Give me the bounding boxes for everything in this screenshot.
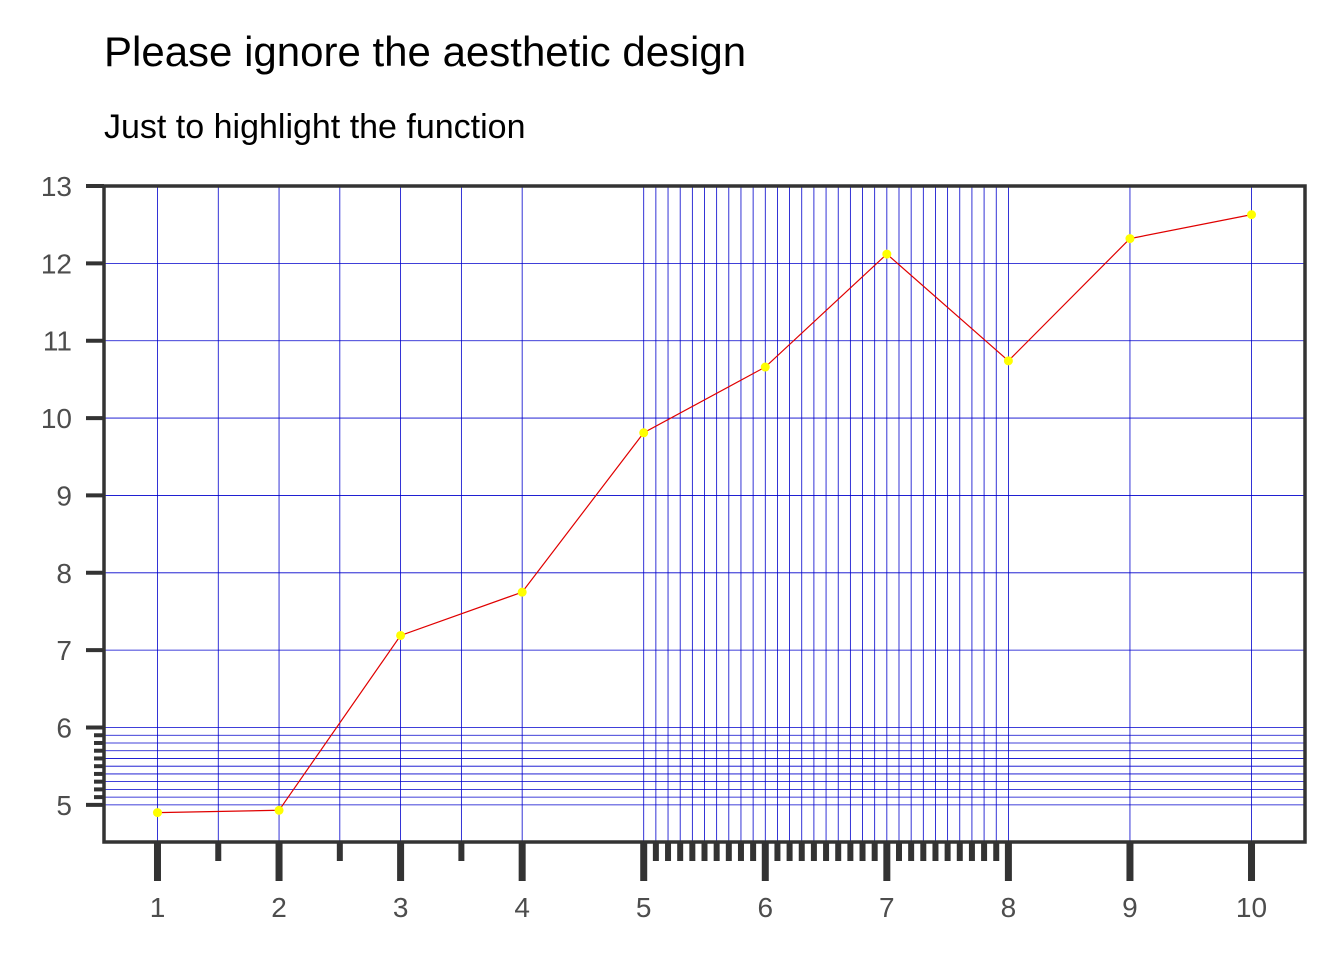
- x-tick-label: 6: [757, 892, 773, 923]
- y-tick-label: 10: [41, 403, 72, 434]
- y-tick-label: 9: [56, 480, 72, 511]
- y-tick-label: 12: [41, 248, 72, 279]
- x-tick-label: 2: [271, 892, 287, 923]
- data-point: [639, 428, 649, 438]
- data-point: [760, 362, 770, 372]
- y-tick-label: 13: [41, 171, 72, 202]
- y-tick-label: 5: [56, 790, 72, 821]
- x-tick-label: 4: [514, 892, 530, 923]
- data-point: [882, 249, 892, 259]
- series-line: [157, 214, 1252, 814]
- data-point: [517, 587, 527, 597]
- data-point: [152, 808, 162, 818]
- x-tick-label: 8: [1001, 892, 1017, 923]
- data-point: [1125, 234, 1135, 244]
- y-tick-label: 8: [56, 558, 72, 589]
- grid-layer: [104, 185, 1305, 842]
- y-tick-label: 7: [56, 635, 72, 666]
- chart-title: Please ignore the aesthetic design: [104, 28, 747, 75]
- y-tick-label: 11: [43, 326, 72, 357]
- x-tick-label: 5: [636, 892, 652, 923]
- x-tick-label: 9: [1122, 892, 1138, 923]
- data-point: [396, 630, 406, 640]
- x-tick-label: 7: [879, 892, 895, 923]
- chart-subtitle: Just to highlight the function: [104, 108, 526, 146]
- y-tick-label: 6: [56, 713, 72, 744]
- data-point: [1247, 210, 1257, 220]
- data-point: [1003, 356, 1013, 366]
- data-point: [274, 805, 284, 815]
- x-tick-label: 10: [1236, 892, 1267, 923]
- series-layer: [152, 210, 1257, 818]
- x-tick-label: 3: [393, 892, 409, 923]
- x-tick-label: 1: [150, 892, 166, 923]
